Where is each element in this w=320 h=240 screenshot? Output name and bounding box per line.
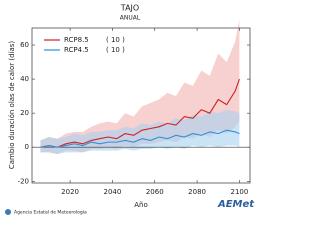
series-line (40, 78, 240, 148)
legend-note: ( 10 ) (106, 36, 125, 44)
y-tick-label: 40 (20, 75, 29, 83)
y-tick-label: 60 (20, 41, 29, 49)
x-tick-label: 2100 (231, 188, 249, 196)
y-tick-label: -20 (18, 177, 29, 185)
x-tick-label: 2020 (61, 188, 79, 196)
y-tick-label: 0 (25, 143, 29, 151)
legend-note: ( 10 ) (106, 46, 125, 54)
chart-title: TAJO (120, 4, 139, 13)
agency-name: Agencia Estatal de Meteorología (14, 209, 87, 216)
y-tick-label: 20 (20, 109, 29, 117)
x-tick-label: 2080 (188, 188, 206, 196)
x-tick-label: 2060 (146, 188, 164, 196)
legend-label: RCP8.5 (64, 36, 89, 44)
legend-label: RCP4.5 (64, 46, 89, 54)
series-line (40, 129, 240, 148)
logo: AEMet (217, 199, 255, 210)
chart-subtitle: ANUAL (120, 15, 141, 22)
x-axis-label: Año (134, 201, 148, 209)
chart: TAJO ANUAL Año Cambio duración olas de c… (5, 4, 255, 216)
agency-icon (5, 209, 11, 215)
y-axis-label: Cambio duración olas de calor (días) (8, 41, 16, 170)
plot-frame (31, 27, 251, 184)
x-tick-label: 2040 (104, 188, 122, 196)
